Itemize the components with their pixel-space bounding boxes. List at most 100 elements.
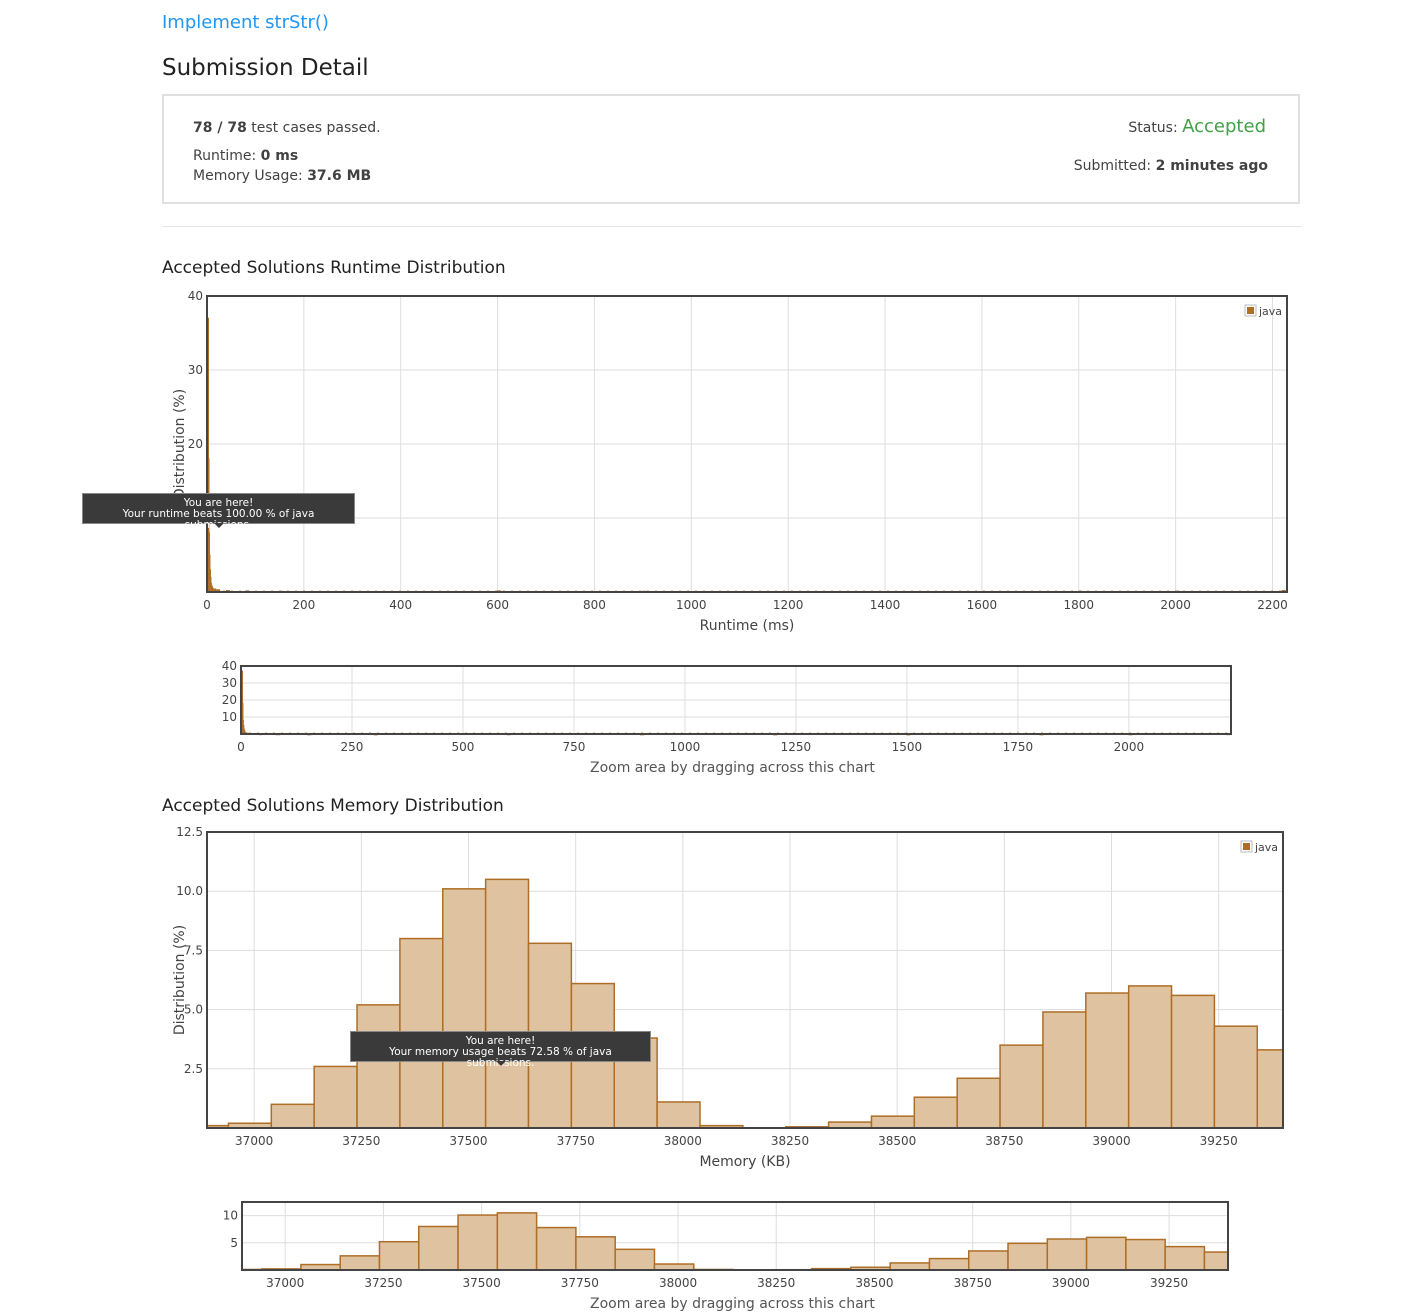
x-tick-label: 37000 (266, 1276, 304, 1290)
x-tick-label: 39000 (1052, 1276, 1090, 1290)
x-tick-label: 39250 (1200, 1134, 1238, 1148)
runtime-value: 0 ms (260, 148, 299, 164)
x-tick-label: 38250 (757, 1276, 795, 1290)
x-tick-label: 37500 (449, 1134, 487, 1148)
test-cases-count: 78 / 78 (193, 120, 247, 136)
y-tick-label: 2.5 (184, 1062, 203, 1076)
y-tick-label: 7.5 (184, 943, 203, 957)
legend-label: java (1258, 305, 1282, 318)
histogram-bar (339, 1255, 381, 1271)
y-tick-label: 5.0 (184, 1003, 203, 1017)
memory-tooltip-line1: You are here! (465, 1035, 536, 1047)
memory-line: Memory Usage: 37.6 MB (193, 168, 371, 184)
x-tick-label: 37750 (557, 1134, 595, 1148)
x-tick-label: 38250 (771, 1134, 809, 1148)
memory-zoom-caption: Zoom area by dragging across this chart (590, 1296, 875, 1312)
histogram-bar (575, 1236, 616, 1271)
x-tick-label: 1500 (892, 740, 923, 754)
x-tick-label: 37750 (561, 1276, 599, 1290)
x-tick-label: 38000 (659, 1276, 697, 1290)
histogram-bar (457, 1214, 499, 1271)
x-tick-label: 38750 (954, 1276, 992, 1290)
x-tick-label: 2000 (1160, 598, 1191, 612)
x-tick-label: 1750 (1003, 740, 1034, 754)
page-title: Submission Detail (162, 55, 369, 81)
x-tick-label: 1800 (1063, 598, 1094, 612)
y-axis-label: Distribution (%) (172, 389, 188, 499)
submitted-label: Submitted: (1073, 158, 1152, 174)
x-tick-label: 1250 (781, 740, 812, 754)
status-line: Status: Accepted (1128, 116, 1266, 137)
x-axis-label: Runtime (ms) (700, 618, 795, 634)
histogram-bar (484, 878, 530, 1129)
histogram-bar (535, 1226, 577, 1271)
memory-label: Memory Usage: (193, 168, 303, 184)
plot-frame (206, 295, 1288, 593)
runtime-you-are-here-tooltip: You are here! Your runtime beats 100.00 … (82, 493, 355, 531)
y-tick-label: 5 (230, 1236, 238, 1250)
memory-chart[interactable]: 37000 37250 37500 37750 38000 38250 38500 38750… (160, 826, 1300, 1176)
histogram-bar (1085, 992, 1130, 1129)
x-tick-label: 200 (292, 598, 315, 612)
runtime-label: Runtime: (193, 148, 257, 164)
x-tick-label: 0 (237, 740, 245, 754)
memory-you-are-here-tooltip: You are here! Your memory usage beats 72… (350, 1031, 651, 1069)
x-tick-label: 39250 (1150, 1276, 1188, 1290)
status-accepted-badge[interactable]: Accepted (1182, 116, 1266, 137)
histogram-bar (1256, 1049, 1284, 1129)
problem-title-link[interactable]: Implement strStr() (162, 12, 329, 33)
x-tick-label: 1400 (870, 598, 901, 612)
x-tick-label: 37250 (364, 1276, 402, 1290)
x-tick-label: 1000 (676, 598, 707, 612)
histogram-bar (1203, 1251, 1229, 1271)
x-tick-label: 38500 (855, 1276, 893, 1290)
status-label: Status: (1128, 120, 1178, 136)
y-tick-label: 40 (222, 660, 237, 673)
x-axis-label: Memory (KB) (699, 1154, 790, 1170)
x-tick-label: 750 (563, 740, 586, 754)
x-tick-label: 500 (452, 740, 475, 754)
histogram-bar (270, 1103, 315, 1129)
y-tick-label: 10 (223, 1209, 238, 1223)
x-tick-label: 1600 (967, 598, 998, 612)
legend-swatch (1243, 843, 1250, 850)
runtime-chart[interactable]: 0 200 400 600 800 1000 1200 1400 1600 1800 2000 220… (160, 290, 1300, 640)
runtime-zoom-caption: Zoom area by dragging across this chart (590, 760, 875, 776)
y-tick-label: 20 (188, 437, 203, 451)
x-tick-label: 250 (341, 740, 364, 754)
memory-tooltip-line2: Your memory usage beats 72.58 % of java … (389, 1046, 612, 1069)
y-tick-label: 30 (222, 676, 237, 690)
y-tick-label: 12.5 (176, 826, 203, 839)
y-tick-label: 40 (188, 290, 203, 303)
x-tick-label: 0 (203, 598, 211, 612)
histogram-bar (313, 1065, 358, 1129)
y-axis-label: Distribution (%) (172, 925, 188, 1035)
y-tick-label: 10 (222, 710, 237, 724)
runtime-tooltip-line1: You are here! (183, 497, 254, 509)
runtime-tooltip-line2: Your runtime beats 100.00 % of java subm… (122, 508, 315, 531)
histogram-bar (928, 1257, 970, 1271)
histogram-bar (1127, 985, 1173, 1129)
histogram-bar (656, 1101, 701, 1129)
test-cases-line: 78 / 78 test cases passed. (193, 120, 381, 136)
histogram-bar (1164, 1245, 1206, 1271)
submission-summary-card: 78 / 78 test cases passed. Runtime: 0 ms… (162, 94, 1300, 204)
histogram-bar (496, 1212, 538, 1271)
legend-label: java (1254, 841, 1278, 854)
plot-frame (240, 665, 1232, 735)
histogram-bar (1085, 1236, 1127, 1271)
y-tick-label: 20 (222, 693, 237, 707)
histogram-bar (999, 1044, 1044, 1129)
x-tick-label: 2000 (1114, 740, 1145, 754)
memory-zoom-navigator[interactable]: 37000 37250 37500 37750 38000 38250 38500 38750… (200, 1196, 1240, 1296)
histogram-bar (1125, 1238, 1166, 1271)
histogram-bar (614, 1248, 656, 1271)
histogram-bar (418, 1225, 459, 1271)
legend-swatch (1247, 307, 1254, 314)
plot-frame (206, 831, 1284, 1129)
x-tick-label: 37000 (235, 1134, 273, 1148)
histogram-bar (1007, 1242, 1049, 1271)
memory-section-title: Accepted Solutions Memory Distribution (162, 796, 504, 816)
histogram-bar (1170, 994, 1216, 1129)
runtime-zoom-navigator[interactable]: 0 250 500 750 1000 1250 1500 1750 2000 10 20 30 40 (200, 660, 1240, 755)
